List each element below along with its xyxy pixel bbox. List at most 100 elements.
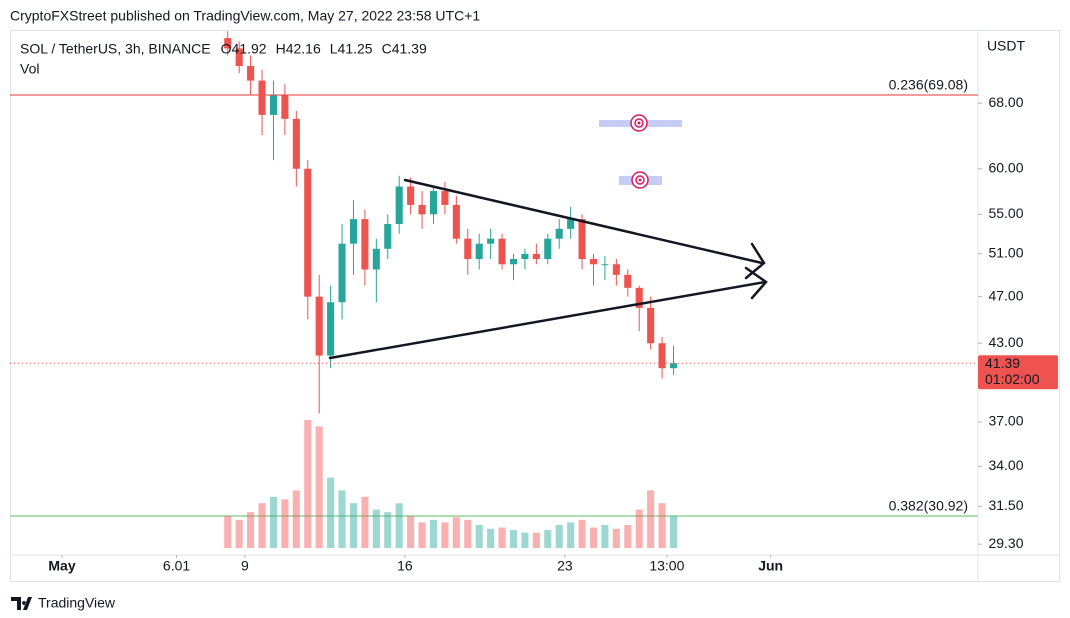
candle-body: [384, 223, 392, 249]
ohlc-label: O: [221, 41, 232, 57]
volume-bar: [327, 477, 335, 548]
volume-bar: [418, 522, 426, 548]
y-tick-label: 34.00: [988, 457, 1023, 473]
volume-bar: [235, 519, 243, 548]
candle-body: [247, 66, 255, 81]
volume-bar: [624, 524, 632, 548]
icon-ring: [635, 175, 645, 185]
volume-bar: [315, 426, 323, 548]
candle-body: [304, 168, 312, 297]
volume-bar: [281, 499, 289, 548]
ohlc-label: C: [382, 41, 392, 57]
candle-body: [487, 238, 495, 244]
x-tick-label: 16: [397, 558, 413, 574]
volume-bar: [578, 519, 586, 548]
candle-body: [407, 186, 415, 205]
price-tag-value: 41.39: [985, 355, 1020, 371]
y-tick-label: 68.00: [988, 94, 1023, 110]
volume-bar: [555, 524, 563, 548]
x-tick-label: 13:00: [649, 558, 684, 574]
candle-body: [635, 287, 643, 308]
candle-body: [624, 274, 632, 288]
y-tick-label: 37.00: [988, 413, 1023, 429]
volume-bar: [384, 512, 392, 548]
volume-bar: [304, 420, 312, 548]
volume-bar: [224, 516, 232, 548]
candle-body: [521, 253, 529, 260]
candle-body: [544, 238, 552, 260]
volume-bar: [544, 530, 552, 548]
volume-bar: [612, 528, 620, 548]
plot: [10, 31, 978, 548]
volume-bar: [441, 522, 449, 548]
candle-body: [269, 95, 278, 115]
upper-trendline: [403, 178, 764, 265]
candle-body: [555, 228, 563, 239]
candle-body: [669, 363, 678, 369]
candle-body: [452, 204, 460, 239]
ohlc-value: 41.39: [392, 41, 427, 57]
candle-body: [612, 264, 620, 275]
icon-ring: [634, 118, 644, 128]
price-tag: [978, 355, 1058, 390]
candle-body: [349, 219, 358, 244]
candle-body: [395, 186, 403, 224]
candle-body: [315, 296, 323, 356]
volume-bar: [407, 516, 415, 548]
candle-body: [235, 48, 243, 67]
volume-bar: [589, 527, 598, 548]
candle-body: [532, 253, 540, 260]
ohlc-label: H: [276, 41, 286, 57]
ohlc-value: 42.16: [286, 41, 321, 57]
candle-body: [327, 302, 335, 356]
y-tick-label: 43.00: [988, 334, 1023, 350]
candle-body: [338, 243, 346, 303]
ohlc-label: L: [330, 41, 338, 57]
volume-bar: [658, 503, 666, 548]
fib-label: 0.236(69.08): [889, 77, 968, 93]
volume-bar: [292, 490, 300, 548]
volume-bar: [338, 490, 346, 548]
candle-body: [647, 307, 655, 344]
volume-bar: [521, 532, 529, 548]
volume-bar: [669, 516, 678, 548]
volume-bar: [452, 517, 460, 548]
price-tag-countdown: 01:02:00: [985, 371, 1040, 387]
legend: SOL / TetherUS, 3h, BINANCE Vol O 41.92 H 4…: [14, 38, 427, 77]
volume-bar: [464, 519, 472, 548]
target-icon: [619, 171, 662, 189]
candle-body: [475, 243, 483, 260]
legend-bg: [14, 38, 220, 60]
publisher: CryptoFXStreet published on TradingView.…: [10, 8, 480, 24]
candle-body: [418, 204, 426, 215]
candle-body: [498, 238, 506, 265]
x-tick-label: 6.01: [163, 558, 190, 574]
volume-bar: [361, 496, 369, 548]
y-tick-label: 55.00: [988, 205, 1023, 221]
triangle-drawing: [328, 178, 768, 360]
y-tick-label: 29.30: [988, 535, 1023, 551]
y-tick-label: 47.00: [988, 287, 1023, 303]
candle-body: [281, 95, 289, 119]
volume-bar: [475, 524, 483, 548]
icon-dot: [637, 121, 641, 125]
candle-body: [224, 38, 232, 49]
arrow-head: [744, 266, 768, 300]
volume-bar: [395, 503, 403, 548]
y-tick-label: 51.00: [988, 245, 1023, 261]
volume-bar: [349, 503, 358, 548]
candle-body: [589, 259, 598, 265]
candle-body: [567, 219, 575, 229]
brand: TradingView: [38, 595, 116, 611]
candle-body: [658, 343, 666, 369]
y-tick-label: 60.00: [988, 159, 1023, 175]
target-icon: [599, 114, 682, 132]
footer-logo: TradingView: [11, 595, 116, 611]
chart-frame: [10, 30, 1060, 582]
symbol: SOL / TetherUS, 3h, BINANCE: [20, 41, 211, 57]
candle-body: [464, 238, 472, 260]
candle-body: [258, 80, 266, 115]
icon-dot: [638, 178, 642, 182]
